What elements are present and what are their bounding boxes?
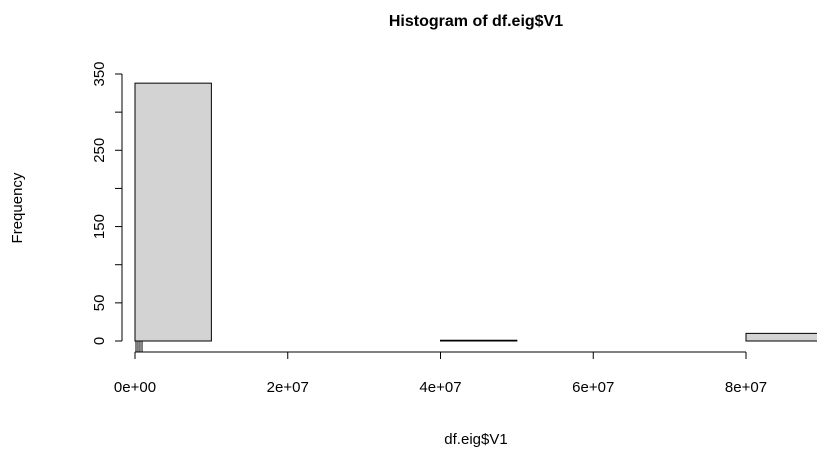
y-tick-label: 350 [91, 61, 108, 86]
x-tick-label: 8e+07 [725, 379, 767, 396]
x-axis-label: df.eig$V1 [444, 431, 507, 448]
bar [134, 82, 212, 342]
bar [440, 339, 518, 342]
chart-title: Histogram of df.eig$V1 [389, 13, 563, 30]
x-tick-label: 0e+00 [114, 379, 156, 396]
x-tick-label: 6e+07 [572, 379, 614, 396]
bar [745, 332, 817, 342]
y-tick-label: 250 [91, 138, 108, 163]
y-tick-label: 150 [91, 214, 108, 239]
y-axis-label: Frequency [9, 172, 26, 243]
y-tick-label: 50 [91, 295, 108, 312]
y-tick-label: 0 [91, 337, 108, 345]
x-tick-label: 2e+07 [267, 379, 309, 396]
x-tick-label: 4e+07 [419, 379, 461, 396]
